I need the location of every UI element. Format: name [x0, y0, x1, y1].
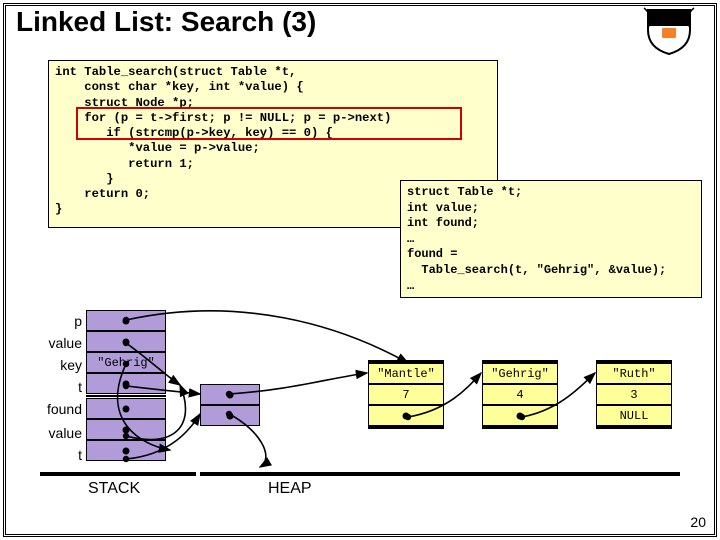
- heap-label: HEAP: [268, 480, 312, 498]
- heap-table-cell: [200, 405, 260, 426]
- node-next: [368, 405, 444, 426]
- stack-cell: [86, 419, 166, 440]
- page-number: 20: [690, 514, 706, 530]
- node-value: 7: [368, 384, 444, 405]
- stack-var-label: value: [30, 422, 82, 444]
- node-value: 3: [596, 384, 672, 405]
- stack-underline: [40, 472, 196, 476]
- list-node: "Gehrig"4: [482, 360, 558, 429]
- stack-var-label: found: [30, 398, 82, 420]
- stack-cell: [86, 398, 166, 419]
- stack-labels: pvaluekeytfoundvaluet: [30, 310, 82, 466]
- stack-var-label: t: [30, 444, 82, 466]
- node-next: [482, 405, 558, 426]
- stack-var-label: value: [30, 332, 82, 354]
- stack-cell: [86, 331, 166, 352]
- heap-underline: [200, 472, 680, 476]
- list-node: "Mantle"7: [368, 360, 444, 429]
- stack-frame: "Gehrig": [86, 310, 166, 461]
- stack-var-label: p: [30, 310, 82, 332]
- stack-cell: [86, 310, 166, 331]
- node-key: "Mantle": [368, 363, 444, 384]
- heap-table-cell: [200, 384, 260, 405]
- stack-label: STACK: [88, 480, 140, 498]
- node-key: "Ruth": [596, 363, 672, 384]
- stack-cell: "Gehrig": [86, 352, 166, 373]
- stack-cell: [86, 373, 166, 394]
- node-value: 4: [482, 384, 558, 405]
- node-key: "Gehrig": [482, 363, 558, 384]
- code-caller: struct Table *t; int value; int found; ……: [400, 180, 702, 298]
- stack-var-label: t: [30, 376, 82, 398]
- node-next: NULL: [596, 405, 672, 426]
- heap-table-object: [200, 384, 260, 426]
- list-node: "Ruth"3NULL: [596, 360, 672, 429]
- highlight-box: [76, 107, 462, 140]
- stack-var-label: key: [30, 354, 82, 376]
- princeton-shield-icon: [642, 6, 696, 56]
- slide-title: Linked List: Search (3): [12, 6, 320, 38]
- stack-cell: [86, 440, 166, 461]
